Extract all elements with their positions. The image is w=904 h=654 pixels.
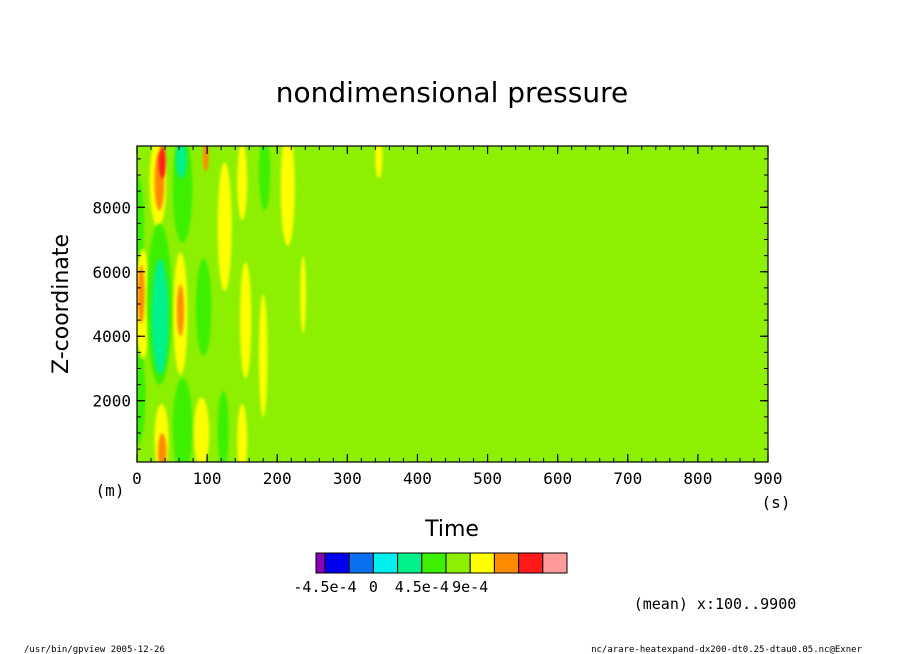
x-tick-label: 800 <box>683 469 712 488</box>
colorbar-swatch <box>348 552 374 574</box>
colorbar-tick-label: 9e-4 <box>452 578 488 596</box>
contour-region-16 <box>172 378 193 462</box>
colorbar-swatch <box>315 552 326 574</box>
contour-region-18 <box>193 397 210 462</box>
contour-region-25 <box>258 146 271 211</box>
colorbar-tick-label: 4.5e-4 <box>395 578 449 596</box>
x-tick-label: 200 <box>263 469 292 488</box>
contour-region-9 <box>151 258 169 375</box>
colorbar-swatch <box>445 552 471 574</box>
contour-region-21 <box>217 391 229 462</box>
contour-region-4 <box>137 265 145 324</box>
contour-field <box>137 146 768 462</box>
contour-region-17 <box>195 258 212 356</box>
chart-title: nondimensional pressure <box>276 76 628 109</box>
contour-region-13 <box>175 146 187 179</box>
contour-region-22 <box>240 262 252 379</box>
y-axis: 2000 4000 6000 8000 <box>92 158 768 450</box>
mean-annotation: (mean) x:100..9900 <box>634 595 797 613</box>
x-tick-label: 700 <box>613 469 642 488</box>
x-tick-label: 400 <box>403 469 432 488</box>
colorbar-swatch <box>372 552 399 574</box>
colorbar: -4.5e-4 0 4.5e-4 9e-4 <box>293 552 568 596</box>
y-tick-label: 6000 <box>92 263 131 282</box>
y-tick-label: 2000 <box>92 392 131 411</box>
colorbar-swatch <box>469 552 495 574</box>
contour-region-24 <box>237 403 248 462</box>
contour-region-28 <box>300 255 306 334</box>
x-axis-title: Time <box>424 517 479 542</box>
colorbar-tick-label: -4.5e-4 <box>293 578 356 596</box>
x-tick-label: 500 <box>473 469 502 488</box>
contour-region-20 <box>217 162 232 292</box>
x-unit-label: (s) <box>762 493 791 512</box>
y-unit-label: (m) <box>96 481 125 500</box>
footer-left: /usr/bin/gpview 2005-12-26 <box>24 645 165 654</box>
colorbar-swatch <box>324 552 350 574</box>
contour-region-15 <box>176 284 184 337</box>
contour-region-11 <box>158 432 167 462</box>
colorbar-swatch <box>493 552 520 574</box>
field-background <box>137 146 768 462</box>
contour-region-7 <box>158 146 166 179</box>
x-tick-label: 300 <box>333 469 362 488</box>
contour-region-26 <box>258 294 268 417</box>
x-axis: 0 100 200 300 400 500 600 700 800 900 <box>132 146 782 488</box>
colorbar-tick-label: 0 <box>369 578 378 596</box>
y-tick-label: 8000 <box>92 198 131 217</box>
colorbar-swatch <box>518 552 544 574</box>
colorbar-swatch <box>421 552 447 574</box>
contour-region-27 <box>280 146 295 246</box>
contour-region-23 <box>237 146 248 221</box>
x-tick-label: 900 <box>754 469 783 488</box>
x-tick-label: 100 <box>193 469 222 488</box>
colorbar-swatch <box>542 552 568 574</box>
footer-right: nc/arare-heatexpand-dx200-dt0.25-dtau0.0… <box>591 645 863 654</box>
y-tick-label: 4000 <box>92 327 131 346</box>
x-tick-label: 0 <box>132 469 142 488</box>
y-axis-title: Z-coordinate <box>49 234 74 374</box>
contour-region-29 <box>375 146 383 179</box>
x-tick-label: 600 <box>543 469 572 488</box>
colorbar-swatch <box>397 552 423 574</box>
contour-region-19 <box>202 146 209 172</box>
